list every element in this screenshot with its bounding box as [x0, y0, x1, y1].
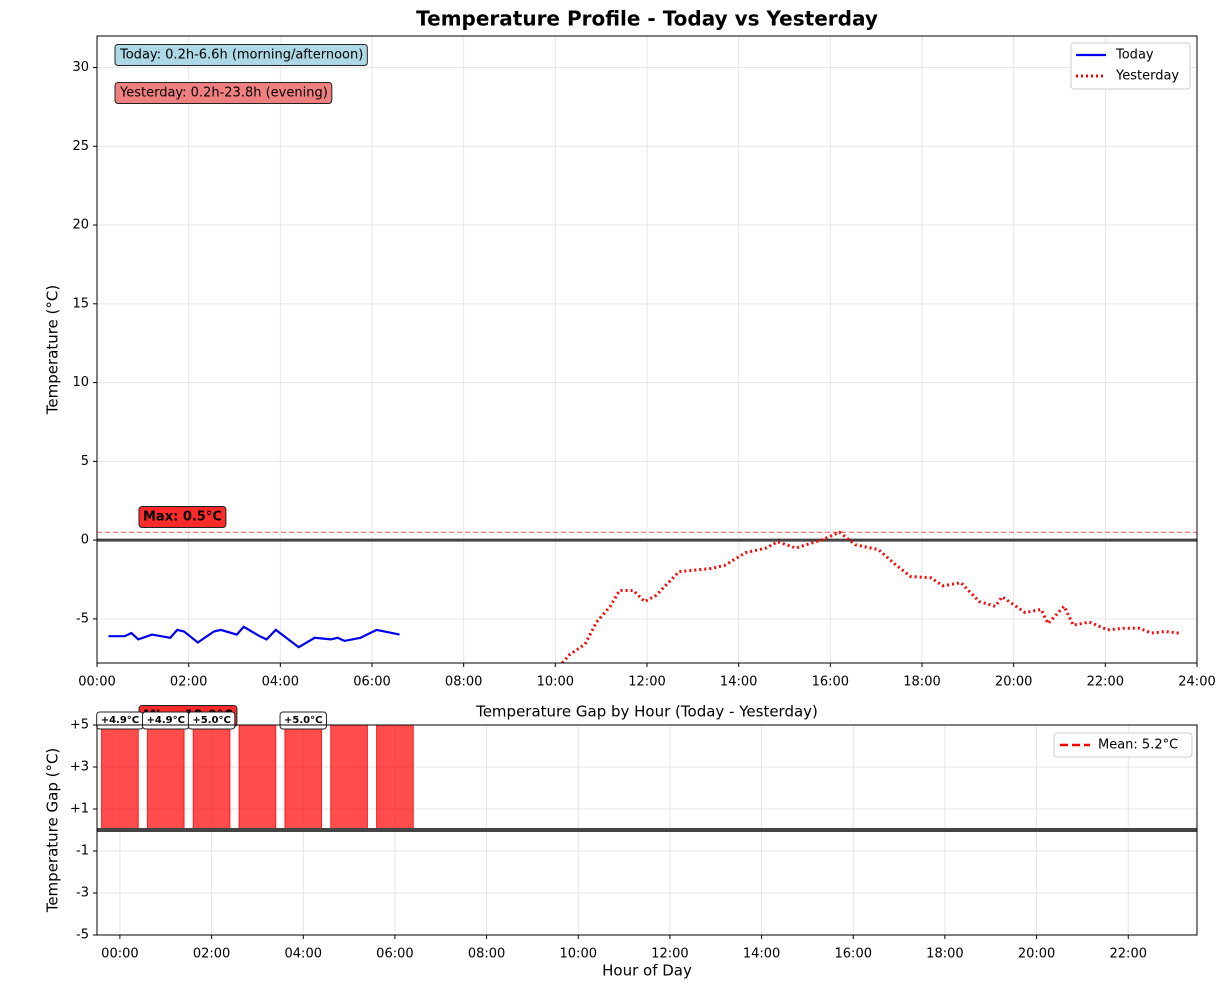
y-tick-label: 5	[81, 454, 89, 469]
x-tick-label: 18:00	[903, 675, 940, 690]
y-tick-label: 25	[72, 139, 89, 154]
x-tick-label: 10:00	[560, 947, 597, 962]
bar	[284, 725, 323, 831]
y-tick-label: 15	[72, 296, 89, 311]
x-tick-label: 14:00	[720, 675, 757, 690]
x-tick-label: 08:00	[445, 675, 482, 690]
legend-label: Today	[1115, 48, 1154, 63]
x-tick-label: 00:00	[101, 947, 138, 962]
y-axis-label: Temperature (°C)	[44, 285, 62, 415]
note: Today: 0.2h-6.6h (morning/afternoon)	[119, 48, 363, 63]
x-tick-label: 12:00	[651, 947, 688, 962]
series-line	[108, 625, 400, 649]
x-axis-label: Hour of Day	[602, 962, 692, 980]
x-tick-label: 20:00	[1018, 947, 1055, 962]
value-label: +4.9°C	[147, 715, 185, 726]
y-tick-label: -5	[76, 611, 89, 626]
bar	[146, 726, 185, 831]
y-tick-label: -1	[76, 844, 89, 859]
max-annotation: Max: 0.5°C	[143, 510, 222, 525]
chart-title: Temperature Gap by Hour (Today - Yesterd…	[475, 703, 818, 721]
x-tick-label: 16:00	[812, 675, 849, 690]
note: Yesterday: 0.2h-23.8h (evening)	[119, 86, 328, 101]
x-tick-label: 04:00	[285, 947, 322, 962]
series-line	[561, 530, 1179, 663]
legend-box	[1053, 732, 1193, 758]
x-tick-label: 08:00	[468, 947, 505, 962]
y-tick-label: 10	[72, 375, 89, 390]
note-box	[114, 82, 333, 104]
x-tick-label: 16:00	[835, 947, 872, 962]
x-tick-label: 20:00	[995, 675, 1032, 690]
x-tick-label: 02:00	[193, 947, 230, 962]
bar	[376, 725, 414, 831]
plot-area	[97, 725, 1197, 832]
y-tick-label: +5	[70, 718, 89, 733]
y-tick-label: 30	[72, 60, 89, 75]
chart-title: Temperature Profile - Today vs Yesterday	[416, 7, 878, 31]
legend-label: Mean: 5.2°C	[1098, 738, 1178, 753]
value-label: +4.9°C	[101, 715, 139, 726]
x-tick-label: 00:00	[78, 675, 115, 690]
value-label: +5.0°C	[284, 715, 322, 726]
y-tick-label: +3	[70, 760, 89, 775]
x-tick-label: 06:00	[353, 675, 390, 690]
x-tick-label: 10:00	[537, 675, 574, 690]
x-tick-label: 18:00	[926, 947, 963, 962]
x-tick-label: 12:00	[628, 675, 665, 690]
plot-area	[97, 530, 1197, 663]
x-tick-label: 06:00	[376, 947, 413, 962]
axes-frame	[96, 724, 1198, 936]
y-tick-label: +1	[70, 802, 89, 817]
y-tick-label: -3	[76, 886, 89, 901]
y-tick-label: -5	[76, 928, 89, 943]
legend-label: Yesterday	[1115, 69, 1179, 84]
max-annotation-box	[138, 506, 227, 528]
bar	[192, 725, 231, 831]
bar	[238, 725, 277, 831]
x-tick-label: 22:00	[1110, 947, 1147, 962]
y-tick-label: 20	[72, 218, 89, 233]
value-label: +5.0°C	[192, 715, 230, 726]
y-tick-label: 0	[81, 533, 89, 548]
x-tick-label: 22:00	[1087, 675, 1124, 690]
bar	[101, 726, 139, 831]
axes-frame	[96, 35, 1198, 664]
bar	[330, 725, 368, 831]
y-axis-label: Temperature Gap (°C)	[44, 748, 62, 914]
note-box	[114, 44, 368, 66]
x-tick-label: 24:00	[1178, 675, 1215, 690]
x-tick-label: 02:00	[170, 675, 207, 690]
x-tick-label: 04:00	[262, 675, 299, 690]
x-tick-label: 14:00	[743, 947, 780, 962]
